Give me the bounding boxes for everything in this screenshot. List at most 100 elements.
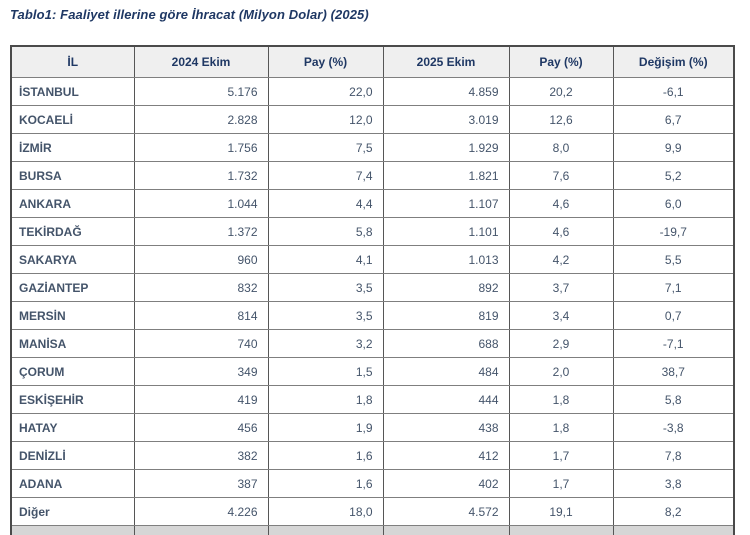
cell-2024-share: 12,0 (267, 105, 384, 134)
cell-province: BURSA (10, 161, 135, 190)
cell-2024-value: 456 (133, 413, 269, 442)
header-row: İL 2024 Ekim Pay (%) 2025 Ekim Pay (%) D… (10, 45, 735, 78)
cell-2025-value: 484 (382, 357, 510, 386)
cell-2025-share: 19,1 (508, 497, 614, 526)
cell-2024-share: 1,8 (267, 385, 384, 414)
cell-2025-value: 444 (382, 385, 510, 414)
cell-2025-share: 3,7 (508, 273, 614, 302)
cell-2024-value: 382 (133, 441, 269, 470)
cell-2025-share: 4,6 (508, 217, 614, 246)
cell-2024-value: 419 (133, 385, 269, 414)
cell-2025-share: 2,0 (508, 357, 614, 386)
table-row: HATAY 456 1,9 438 1,8 -3,8 (10, 413, 735, 442)
table-row: DENİZLİ 382 1,6 412 1,7 7,8 (10, 441, 735, 470)
cell-2025-value: 24.001 (382, 525, 510, 535)
page-title: Tablo1: Faaliyet illerine göre İhracat (… (10, 7, 369, 22)
cell-change: 7,8 (612, 441, 735, 470)
column-header-il: İL (10, 45, 135, 78)
cell-province: İZMİR (10, 133, 135, 162)
cell-2024-value: 814 (133, 301, 269, 330)
export-by-province-table: İL 2024 Ekim Pay (%) 2025 Ekim Pay (%) D… (10, 45, 735, 535)
cell-2024-value: 1.044 (133, 189, 269, 218)
table-row: Diğer 4.226 18,0 4.572 19,1 8,2 (10, 497, 735, 526)
cell-2025-share (508, 525, 614, 535)
table-row: İZMİR 1.756 7,5 1.929 8,0 9,9 (10, 133, 735, 162)
cell-change: 5,5 (612, 245, 735, 274)
cell-2025-share: 2,9 (508, 329, 614, 358)
table-row: MANİSA 740 3,2 688 2,9 -7,1 (10, 329, 735, 358)
cell-2024-share: 18,0 (267, 497, 384, 526)
cell-2025-share: 8,0 (508, 133, 614, 162)
cell-2024-value: 349 (133, 357, 269, 386)
column-header-pay-2025: Pay (%) (508, 45, 614, 78)
cell-change: 6,0 (612, 189, 735, 218)
table-row: SAKARYA 960 4,1 1.013 4,2 5,5 (10, 245, 735, 274)
cell-change: -3,8 (612, 413, 735, 442)
cell-2024-value: 23.473 (133, 525, 269, 535)
cell-change: 5,8 (612, 385, 735, 414)
cell-province: İSTANBUL (10, 77, 135, 106)
cell-2025-value: 438 (382, 413, 510, 442)
cell-2024-share: 4,1 (267, 245, 384, 274)
cell-2024-share: 7,4 (267, 161, 384, 190)
cell-2025-share: 4,6 (508, 189, 614, 218)
cell-2024-value: 1.756 (133, 133, 269, 162)
cell-change: -6,1 (612, 77, 735, 106)
cell-2025-value: 4.859 (382, 77, 510, 106)
cell-2025-value: 412 (382, 441, 510, 470)
cell-2024-value: 387 (133, 469, 269, 498)
table-row: ANKARA 1.044 4,4 1.107 4,6 6,0 (10, 189, 735, 218)
cell-2025-value: 688 (382, 329, 510, 358)
cell-province: ESKİŞEHİR (10, 385, 135, 414)
cell-province: Diğer (10, 497, 135, 526)
cell-2025-value: 402 (382, 469, 510, 498)
table-row: BURSA 1.732 7,4 1.821 7,6 5,2 (10, 161, 735, 190)
cell-2024-value: 960 (133, 245, 269, 274)
cell-2024-value: 4.226 (133, 497, 269, 526)
cell-2025-share: 4,2 (508, 245, 614, 274)
table-row: ESKİŞEHİR 419 1,8 444 1,8 5,8 (10, 385, 735, 414)
table-row: TEKİRDAĞ 1.372 5,8 1.101 4,6 -19,7 (10, 217, 735, 246)
cell-change: -7,1 (612, 329, 735, 358)
table-row: GAZİANTEP 832 3,5 892 3,7 7,1 (10, 273, 735, 302)
cell-2025-value: 892 (382, 273, 510, 302)
cell-province: Toplam (10, 525, 135, 535)
cell-2025-share: 12,6 (508, 105, 614, 134)
cell-province: SAKARYA (10, 245, 135, 274)
cell-2024-share: 1,6 (267, 441, 384, 470)
cell-2024-share: 7,5 (267, 133, 384, 162)
cell-2025-share: 3,4 (508, 301, 614, 330)
table-row: ÇORUM 349 1,5 484 2,0 38,7 (10, 357, 735, 386)
cell-2025-value: 4.572 (382, 497, 510, 526)
cell-2024-share: 22,0 (267, 77, 384, 106)
cell-2024-share: 3,5 (267, 273, 384, 302)
cell-2024-share: 3,5 (267, 301, 384, 330)
column-header-pay-2024: Pay (%) (267, 45, 384, 78)
column-header-2025-ekim: 2025 Ekim (382, 45, 510, 78)
cell-2025-share: 7,6 (508, 161, 614, 190)
cell-province: KOCAELİ (10, 105, 135, 134)
cell-province: ANKARA (10, 189, 135, 218)
column-header-2024-ekim: 2024 Ekim (133, 45, 269, 78)
cell-2024-value: 5.176 (133, 77, 269, 106)
cell-2024-share: 4,4 (267, 189, 384, 218)
table-row: İSTANBUL 5.176 22,0 4.859 20,2 -6,1 (10, 77, 735, 106)
cell-2025-share: 1,8 (508, 385, 614, 414)
cell-change: 5,2 (612, 161, 735, 190)
cell-2025-value: 1.821 (382, 161, 510, 190)
table-row: KOCAELİ 2.828 12,0 3.019 12,6 6,7 (10, 105, 735, 134)
cell-change: 9,9 (612, 133, 735, 162)
cell-change: 0,7 (612, 301, 735, 330)
cell-change: 8,2 (612, 497, 735, 526)
cell-province: DENİZLİ (10, 441, 135, 470)
column-header-degisim: Değişim (%) (612, 45, 735, 78)
cell-change: 6,7 (612, 105, 735, 134)
cell-2025-value: 1.929 (382, 133, 510, 162)
table-row: MERSİN 814 3,5 819 3,4 0,7 (10, 301, 735, 330)
cell-2024-share: 5,8 (267, 217, 384, 246)
cell-province: ÇORUM (10, 357, 135, 386)
cell-province: ADANA (10, 469, 135, 498)
cell-2025-share: 1,7 (508, 441, 614, 470)
cell-province: MERSİN (10, 301, 135, 330)
